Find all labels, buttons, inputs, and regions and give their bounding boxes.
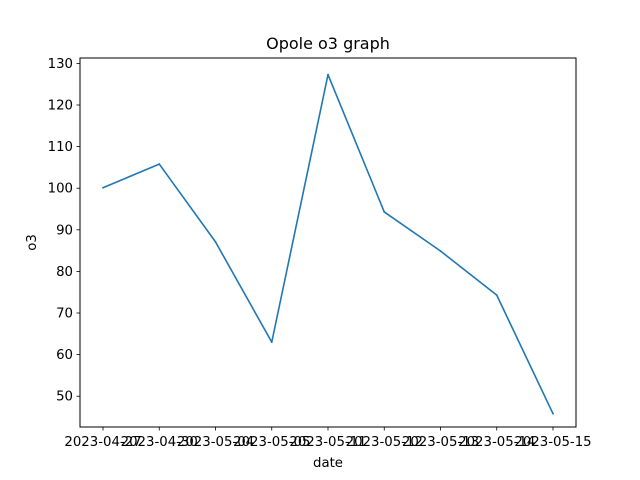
y-tick-label: 130 — [48, 57, 73, 72]
x-tick-label: 2023-04-27 — [64, 435, 141, 450]
x-tick-label: 2023-05-05 — [233, 435, 310, 450]
data-point — [102, 186, 104, 189]
x-tick-label: 2023-05-14 — [458, 435, 535, 450]
y-tick-label: 80 — [56, 265, 73, 280]
y-axis-ticks: 50 60 70 80 90 100 110 120 130 — [48, 57, 80, 405]
y-tick-label: 70 — [56, 307, 73, 322]
data-point — [158, 163, 161, 165]
x-axis-ticks: 2023-04-272023-04-302023-05-042023-05-05… — [64, 427, 592, 450]
x-tick-label: 2023-05-12 — [346, 435, 423, 450]
y-tick-label: 110 — [48, 140, 73, 155]
y-tick-label: 90 — [56, 223, 73, 238]
x-tick-label: 2023-05-13 — [402, 435, 479, 450]
plot-area — [102, 73, 554, 415]
x-tick-label: 2023-05-11 — [289, 435, 366, 450]
y-tick-label: 100 — [48, 182, 73, 197]
data-point — [495, 294, 498, 297]
data-point — [383, 211, 386, 213]
y-tick-label: 50 — [56, 390, 73, 405]
data-point — [270, 341, 273, 344]
x-tick-label: 2023-05-04 — [177, 435, 254, 450]
data-point — [214, 240, 217, 243]
y-tick-label: 120 — [48, 99, 73, 114]
data-point — [552, 412, 554, 415]
x-tick-label: 2023-04-30 — [121, 435, 198, 450]
x-tick-label: 2023-05-15 — [514, 435, 591, 450]
chart-title: Opole o3 graph — [266, 34, 390, 53]
data-point — [327, 73, 329, 76]
y-axis-label: o3 — [25, 234, 40, 251]
y-tick-label: 60 — [56, 348, 73, 363]
data-point — [439, 250, 442, 252]
x-axis-label: date — [313, 456, 343, 471]
